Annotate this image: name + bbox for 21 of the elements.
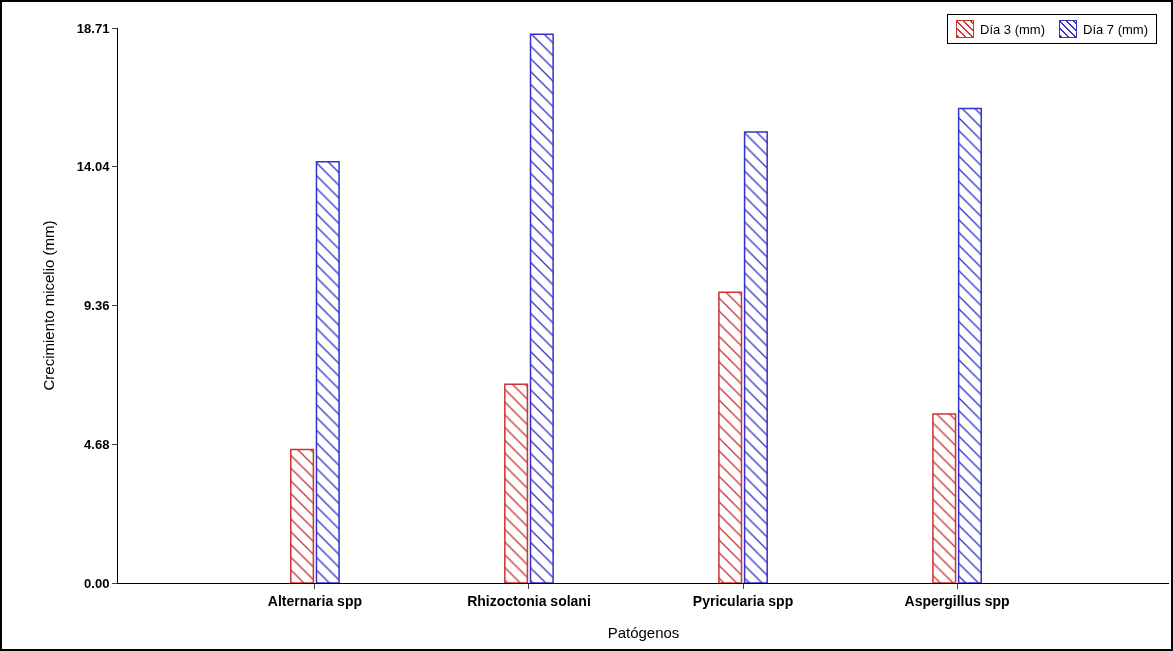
x-tick-label: Alternaria spp: [267, 592, 362, 609]
x-tick-label: Aspergillus spp: [904, 592, 1010, 609]
bar: [504, 383, 529, 583]
x-axis-title: Patógenos: [607, 624, 680, 641]
y-tick-label: 14.04: [76, 159, 111, 175]
y-tick-label: 4.68: [84, 436, 110, 452]
y-tick-label: 0.00: [84, 575, 110, 591]
bar: [718, 291, 743, 583]
bar: [957, 107, 982, 583]
bar: [315, 161, 340, 583]
y-tick-label: 9.36: [84, 297, 110, 313]
bar: [743, 131, 768, 583]
y-tick-label: 18.71: [76, 20, 110, 36]
legend-label: Día 3 (mm): [980, 21, 1045, 37]
x-tick-label: Pyricularia spp: [692, 592, 794, 609]
bar: [932, 413, 957, 583]
bar: [290, 448, 315, 583]
legend-label: Día 7 (mm): [1083, 21, 1148, 37]
bar: [529, 33, 554, 583]
x-tick-label: Rhizoctonia solani: [467, 592, 591, 609]
y-axis-title: Crecimiento micelio (mm): [40, 220, 58, 391]
